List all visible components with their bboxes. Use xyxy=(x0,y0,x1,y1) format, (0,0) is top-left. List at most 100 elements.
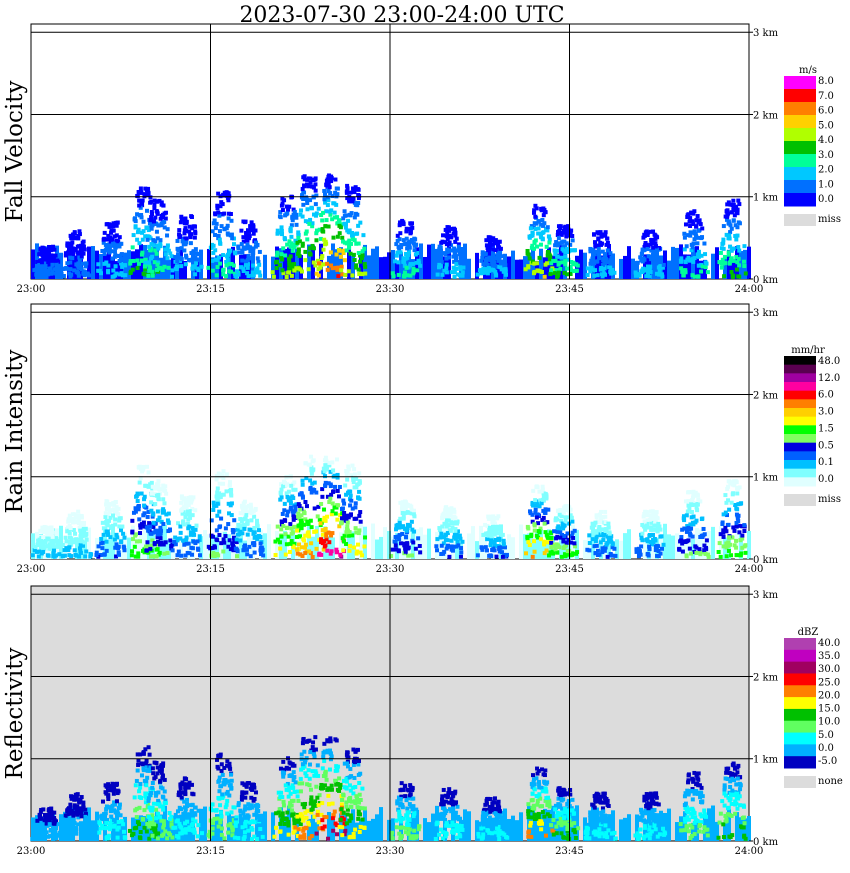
echo-block xyxy=(445,263,449,267)
echo-block xyxy=(638,273,642,277)
echo-block xyxy=(184,538,188,542)
echo-block xyxy=(44,251,48,255)
echo-block xyxy=(684,222,688,226)
echo-block xyxy=(711,527,715,559)
echo-block xyxy=(545,261,549,265)
echo-block xyxy=(40,260,44,264)
echo-block xyxy=(321,230,325,234)
echo-block xyxy=(72,247,76,251)
echo-block xyxy=(133,545,137,549)
echo-block xyxy=(235,275,239,279)
echo-block xyxy=(651,230,655,234)
echo-block xyxy=(151,274,155,278)
echo-block xyxy=(294,216,298,220)
echo-block xyxy=(651,509,655,513)
echo-block xyxy=(545,245,549,249)
echo-block xyxy=(211,546,215,550)
echo-block xyxy=(445,234,449,238)
echo-block xyxy=(143,192,147,196)
echo-block xyxy=(206,266,210,270)
echo-block xyxy=(667,809,671,841)
legend-label: 5.0 xyxy=(818,120,834,131)
echo-block xyxy=(641,248,645,252)
echo-block xyxy=(502,263,506,267)
echo-block xyxy=(446,514,450,518)
echo-block xyxy=(175,819,179,823)
echo-block xyxy=(519,812,523,841)
echo-block xyxy=(331,243,335,279)
echo-block xyxy=(97,831,101,835)
echo-block xyxy=(278,540,282,544)
echo-block xyxy=(391,271,395,275)
echo-block xyxy=(603,515,607,519)
echo-block xyxy=(609,538,613,542)
echo-block xyxy=(360,256,364,260)
echo-block xyxy=(236,523,240,527)
echo-block xyxy=(415,261,419,265)
echo-block xyxy=(565,272,569,276)
echo-block xyxy=(112,503,116,507)
echo-block xyxy=(379,257,383,279)
echo-block xyxy=(727,222,731,226)
echo-block xyxy=(138,465,142,469)
echo-block xyxy=(135,779,139,783)
echo-block xyxy=(229,773,233,777)
echo-block xyxy=(88,555,92,559)
echo-block xyxy=(328,461,332,465)
echo-block xyxy=(79,534,83,538)
echo-block xyxy=(695,241,699,245)
echo-block xyxy=(412,237,416,241)
echo-block xyxy=(734,546,738,550)
echo-block xyxy=(45,815,49,819)
echo-block xyxy=(711,806,715,841)
echo-block xyxy=(193,224,197,228)
echo-block xyxy=(685,244,689,248)
echo-block xyxy=(334,266,338,270)
echo-block xyxy=(357,194,361,198)
echo-block xyxy=(80,514,84,518)
echo-block xyxy=(486,248,490,252)
echo-block xyxy=(655,554,659,558)
echo-block xyxy=(245,271,249,275)
echo-block xyxy=(251,252,255,256)
echo-block xyxy=(211,808,215,812)
echo-block xyxy=(136,820,140,824)
echo-block xyxy=(43,527,47,531)
echo-block xyxy=(298,507,302,511)
echo-block xyxy=(104,503,108,507)
echo-block xyxy=(227,794,231,798)
echo-block xyxy=(704,265,708,269)
echo-block xyxy=(67,517,71,521)
y-tick-label: 3 km xyxy=(753,308,779,319)
echo-block xyxy=(542,516,546,520)
echo-block xyxy=(257,528,261,532)
echo-block xyxy=(68,267,72,271)
echo-block xyxy=(730,227,734,231)
echo-block xyxy=(218,820,222,824)
echo-block xyxy=(349,499,353,503)
echo-block xyxy=(742,260,746,264)
echo-block xyxy=(225,812,229,816)
echo-block xyxy=(338,231,342,235)
echo-block xyxy=(605,541,609,545)
echo-block xyxy=(251,264,255,268)
echo-block xyxy=(105,825,109,829)
echo-block xyxy=(653,528,657,532)
legend-label: 1.0 xyxy=(818,179,834,190)
echo-block xyxy=(346,186,350,190)
echo-block xyxy=(357,514,361,518)
echo-block xyxy=(226,522,230,526)
echo-block xyxy=(619,819,623,841)
echo-block xyxy=(451,549,455,553)
echo-block xyxy=(171,548,175,552)
legend-swatch xyxy=(784,141,816,155)
echo-block xyxy=(249,256,253,260)
echo-block xyxy=(556,271,560,275)
echo-block xyxy=(601,250,605,254)
echo-block xyxy=(51,554,55,558)
echo-block xyxy=(735,225,739,229)
echo-block xyxy=(65,835,69,839)
echo-block xyxy=(64,536,68,540)
echo-block xyxy=(340,520,344,524)
